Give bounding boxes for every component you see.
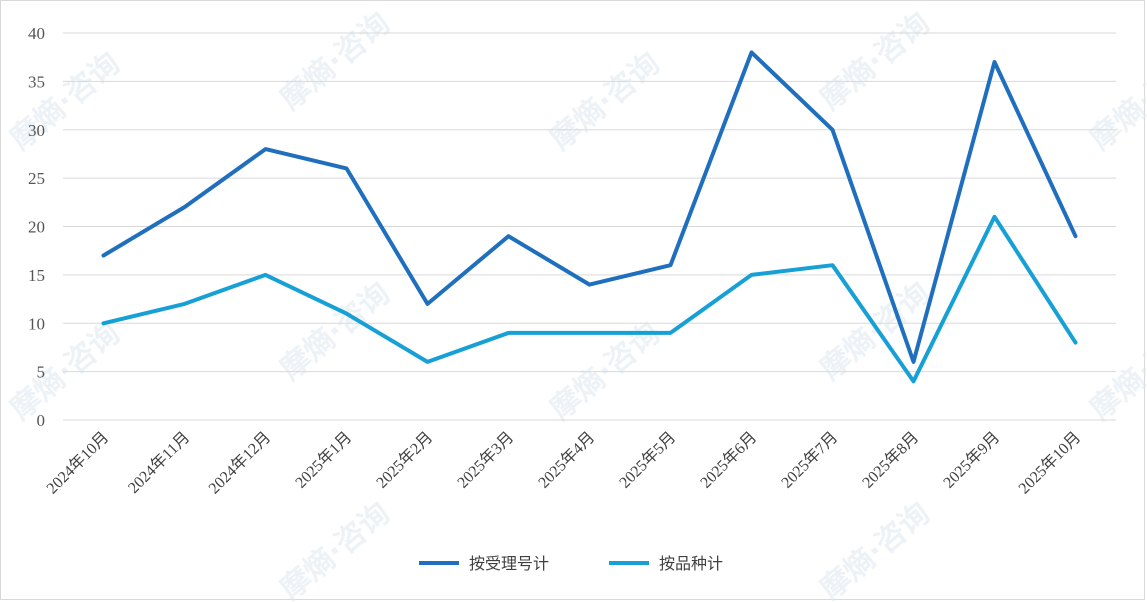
y-tick-label: 15 <box>28 266 45 285</box>
y-axis-ticks: 0 5 10 15 20 25 30 35 40 <box>28 24 45 430</box>
y-tick-label: 20 <box>28 218 45 237</box>
series-line-1 <box>101 214 1078 384</box>
y-tick-label: 30 <box>28 121 45 140</box>
x-tick-label: 2025年2月 <box>373 428 437 492</box>
series-lines <box>101 50 1078 384</box>
watermark-text: 摩熵·咨询 <box>814 6 937 117</box>
x-tick-label: 2025年9月 <box>940 428 1004 492</box>
y-tick-label: 10 <box>28 314 45 333</box>
y-tick-label: 0 <box>37 411 46 430</box>
y-tick-label: 5 <box>37 363 46 382</box>
y-tick-label: 40 <box>28 24 45 43</box>
watermark-text: 摩熵·咨询 <box>4 46 127 157</box>
legend-label: 按受理号计 <box>469 554 549 573</box>
x-tick-label: 2025年4月 <box>535 428 599 492</box>
x-tick-label: 2024年11月 <box>124 428 193 497</box>
x-tick-label: 2025年7月 <box>778 428 842 492</box>
legend: 按受理号计 按品种计 <box>419 554 723 573</box>
legend-label: 按品种计 <box>659 554 723 573</box>
watermark-text: 摩熵·咨询 <box>544 46 667 157</box>
series-line-0 <box>101 50 1078 364</box>
x-tick-label: 2025年10月 <box>1015 428 1084 497</box>
watermark-text: 摩熵·咨询 <box>814 496 937 601</box>
x-tick-label: 2024年12月 <box>205 428 274 497</box>
watermark-text: 摩熵·咨询 <box>274 6 397 117</box>
x-tick-label: 2025年6月 <box>697 428 761 492</box>
watermark-text: 摩熵·咨询 <box>1084 46 1146 157</box>
x-tick-label: 2025年3月 <box>454 428 518 492</box>
x-tick-label: 2025年5月 <box>616 428 680 492</box>
x-tick-label: 2025年1月 <box>292 428 356 492</box>
x-tick-label: 2025年8月 <box>859 428 923 492</box>
y-tick-label: 35 <box>28 72 45 91</box>
y-tick-label: 25 <box>28 169 45 188</box>
grid-lines <box>63 32 1116 421</box>
watermark-text: 摩熵·咨询 <box>274 496 397 601</box>
x-axis-ticks: 2024年10月 2024年11月 2024年12月 2025年1月 2025年2月 20… <box>43 428 1084 497</box>
x-tick-label: 2024年10月 <box>43 428 112 497</box>
